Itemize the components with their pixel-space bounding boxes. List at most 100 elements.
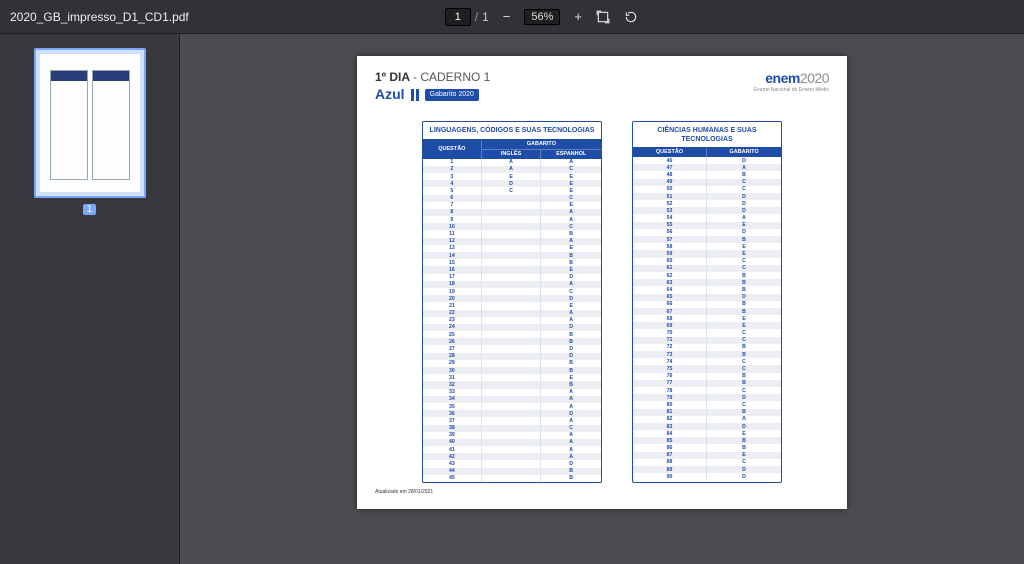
table-linguagens: LINGUAGENS, CÓDIGOS E SUAS TECNOLOGIAS Q… [422,121,602,483]
table-row: 58E [633,243,781,250]
table-row: 33A [423,389,601,396]
table-row: 46D [633,157,781,164]
table-row: 55E [633,222,781,229]
th-espanhol: ESPANHOL [541,150,601,159]
th2-questao: QUESTÃO [633,148,707,157]
fit-page-icon[interactable] [596,10,610,24]
table-row: 76B [633,373,781,380]
zoom-level[interactable]: 56% [524,9,560,25]
table-row: 65D [633,294,781,301]
table1-title: LINGUAGENS, CÓDIGOS E SUAS TECNOLOGIAS [423,122,601,139]
toolbar-center: / 1 − 56% + [445,8,638,26]
table-row: 53D [633,207,781,214]
table-row: 43D [423,460,601,467]
table-row: 31E [423,374,601,381]
enem-logo-right: 2020 [800,70,829,86]
table-row: 86B [633,444,781,451]
table-humanas: CIÊNCIAS HUMANAS E SUAS TECNOLOGIAS QUES… [632,121,782,483]
table-row: 37A [423,417,601,424]
table-row: 69E [633,322,781,329]
file-name: 2020_GB_impresso_D1_CD1.pdf [10,10,189,24]
gabarito-chip: Gabarito 2020 [425,89,479,101]
rotate-icon[interactable] [624,10,638,24]
table-row: 42A [423,453,601,460]
table-row: 80C [633,401,781,408]
table-row: 59E [633,250,781,257]
table-row: 87E [633,452,781,459]
table-row: 70C [633,329,781,336]
table-row: 45B [423,475,601,482]
table-row: 26B [423,338,601,345]
table-row: 62B [633,272,781,279]
table-row: 28D [423,353,601,360]
th2-gabarito: GABARITO [707,148,781,157]
table-row: 6C [423,195,601,202]
table-row: 73B [633,351,781,358]
table-row: 83D [633,423,781,430]
table-row: 44B [423,468,601,475]
table-row: 18A [423,281,601,288]
table-row: 24D [423,324,601,331]
table-row: 10C [423,223,601,230]
thumbnail-sidebar: 1 [0,34,180,564]
table-row: 68E [633,315,781,322]
table-row: 82A [633,416,781,423]
zoom-out-button[interactable]: − [503,9,511,24]
table-row: 29B [423,360,601,367]
table-row: 17D [423,274,601,281]
table-row: 2AC [423,166,601,173]
workspace: 1 1º DIA - CADERNO 1 Azul Gabarito 2020 [0,34,1024,564]
table-row: 7E [423,202,601,209]
header-left: 1º DIA - CADERNO 1 Azul Gabarito 2020 [375,70,490,103]
header-right: enem2020 Exame Nacional do Ensino Médio [754,70,829,93]
table-row: 89D [633,466,781,473]
table-row: 84E [633,430,781,437]
enem-logo-left: enem [765,70,800,86]
table-row: 47A [633,164,781,171]
table-row: 11B [423,230,601,237]
page-total: 1 [482,10,489,24]
azul-bars-icon [411,89,419,101]
table-row: 64B [633,286,781,293]
table-row: 67B [633,308,781,315]
table-row: 4DE [423,180,601,187]
table-row: 35A [423,403,601,410]
th-gabarito: GABARITO [482,140,601,150]
table-row: 63B [633,279,781,286]
table-row: 49C [633,179,781,186]
table-row: 38C [423,425,601,432]
table-row: 21E [423,302,601,309]
table-row: 25B [423,331,601,338]
thumbnail-page-1[interactable] [34,48,146,198]
table-row: 90D [633,473,781,480]
pdf-toolbar: 2020_GB_impresso_D1_CD1.pdf / 1 − 56% + [0,0,1024,34]
table-row: 16E [423,266,601,273]
th-questao: QUESTÃO [423,140,482,159]
zoom-in-button[interactable]: + [574,9,582,24]
dia-label: 1º DIA [375,70,410,84]
page-current-input[interactable] [445,8,471,26]
table-row: 61C [633,265,781,272]
table-row: 60C [633,258,781,265]
th-ingles: INGLÊS [482,150,542,159]
table-row: 14B [423,252,601,259]
pdf-page: 1º DIA - CADERNO 1 Azul Gabarito 2020 en… [357,56,847,509]
table-row: 72B [633,344,781,351]
page-viewport[interactable]: 1º DIA - CADERNO 1 Azul Gabarito 2020 en… [180,34,1024,564]
table-row: 22A [423,310,601,317]
table-row: 66B [633,301,781,308]
table-row: 75C [633,365,781,372]
table-row: 77B [633,380,781,387]
table-row: 78C [633,387,781,394]
table-row: 15B [423,259,601,266]
table-row: 30B [423,367,601,374]
table-row: 51D [633,193,781,200]
table-row: 54A [633,214,781,221]
table-row: 39A [423,432,601,439]
table-row: 52D [633,200,781,207]
table-row: 3EE [423,173,601,180]
table-row: 81B [633,409,781,416]
table-row: 9A [423,216,601,223]
table-row: 88C [633,459,781,466]
table-row: 36D [423,410,601,417]
